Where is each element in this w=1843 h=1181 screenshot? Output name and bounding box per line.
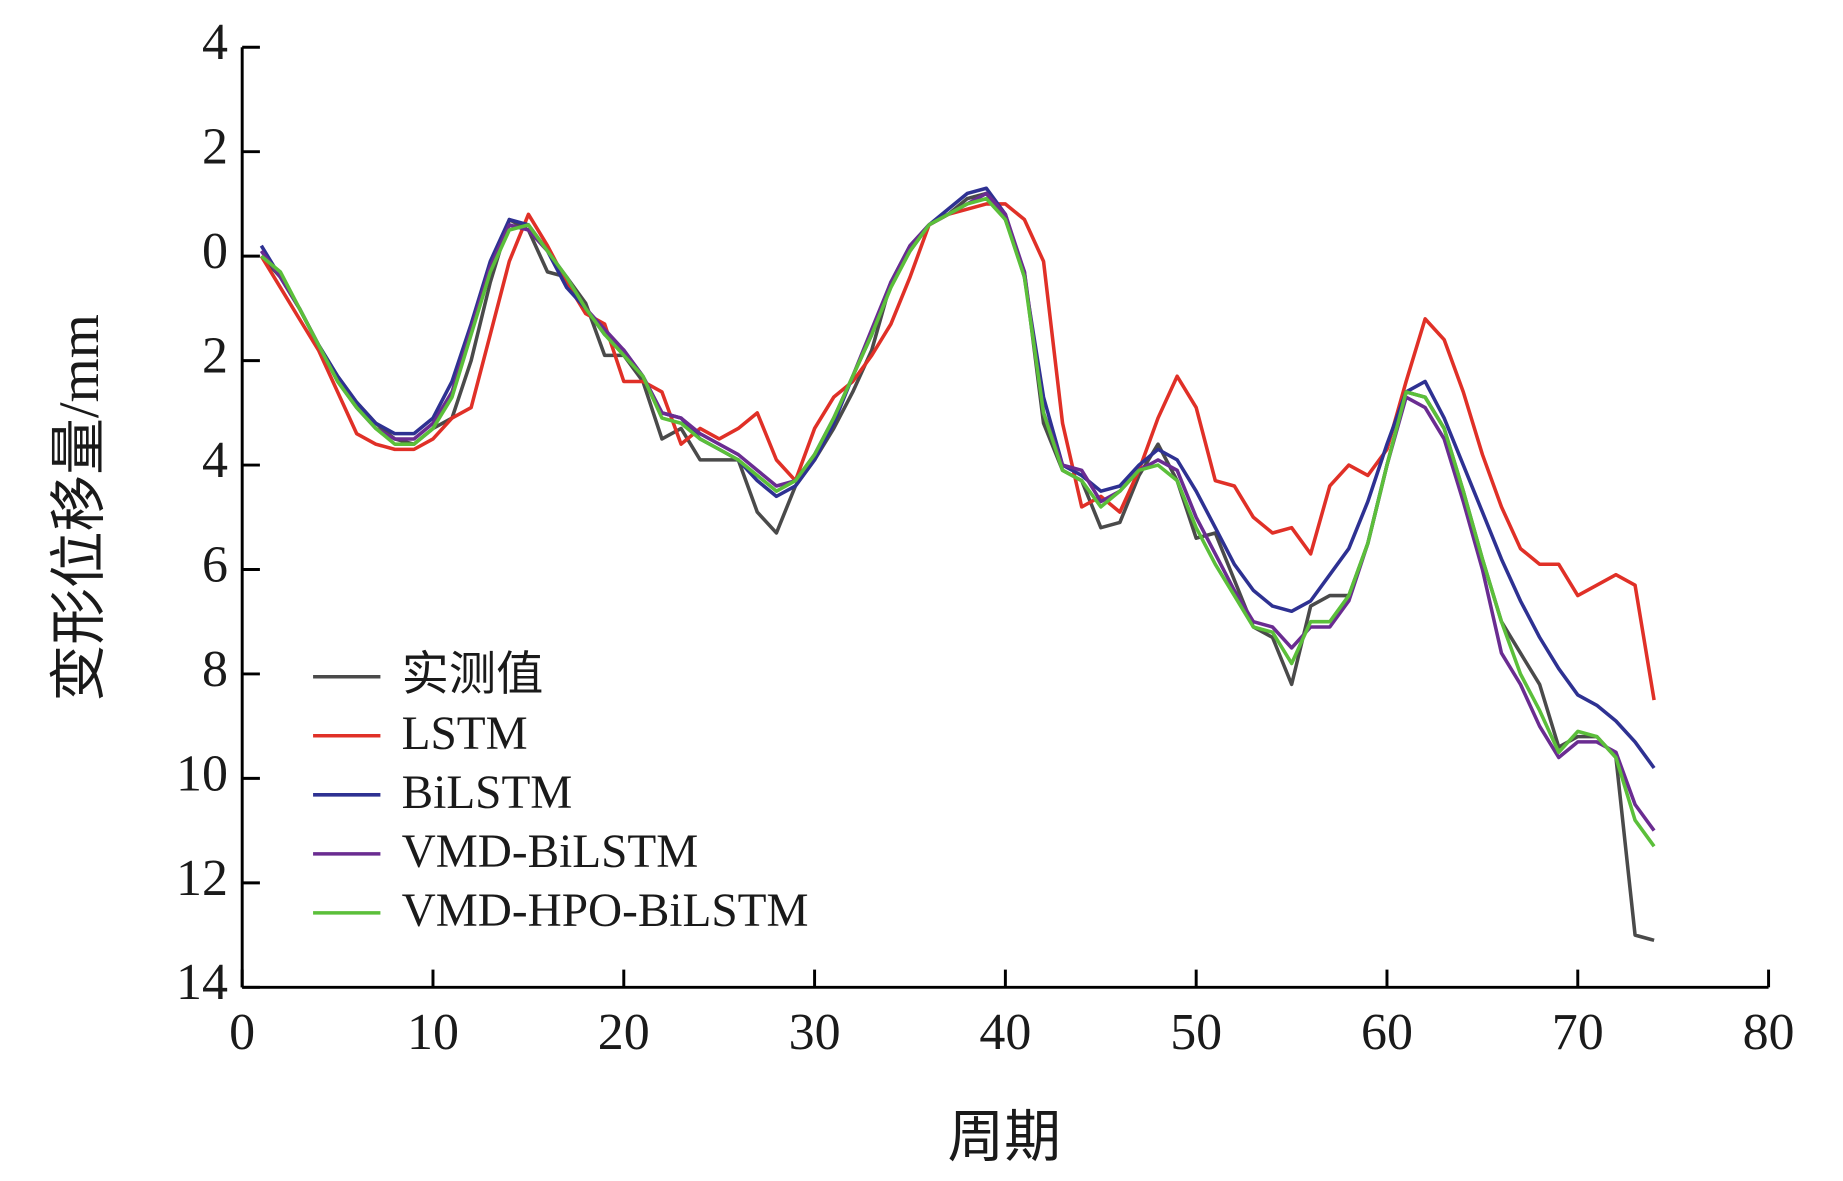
legend-label: VMD-BiLSTM (402, 826, 699, 878)
y-tick-label: 4 (202, 14, 228, 71)
y-axis-label: 变形位移量/mm (48, 314, 111, 701)
y-tick-label: 14 (176, 954, 228, 1011)
x-tick-label: 50 (1170, 1004, 1222, 1061)
x-tick-label: 0 (229, 1004, 255, 1061)
legend-label: LSTM (402, 708, 528, 760)
x-tick-label: 60 (1361, 1004, 1413, 1061)
x-tick-label: 10 (407, 1004, 459, 1061)
x-tick-label: 20 (598, 1004, 650, 1061)
x-axis-label: 周期 (947, 1106, 1060, 1169)
y-tick-label: 10 (176, 745, 228, 802)
y-tick-label: 0 (202, 223, 228, 280)
y-tick-label: 12 (176, 850, 228, 907)
legend-label: BiLSTM (402, 767, 573, 819)
series-line (260, 196, 1656, 848)
series-line (259, 202, 1656, 701)
legend-label: VMD-HPO-BiLSTM (402, 885, 809, 937)
y-tick-label: 8 (202, 641, 228, 698)
x-tick-label: 70 (1552, 1004, 1604, 1061)
y-tick-label: 6 (202, 536, 228, 593)
x-tick-label: 40 (979, 1004, 1031, 1061)
y-tick-label: 4 (202, 432, 228, 489)
y-tick-label: 2 (202, 119, 228, 176)
y-tick-label: 2 (202, 328, 228, 385)
x-tick-label: 80 (1743, 1004, 1795, 1061)
x-tick-label: 30 (789, 1004, 841, 1061)
series-line (259, 186, 1656, 770)
legend-label: 实测值 (402, 649, 544, 701)
